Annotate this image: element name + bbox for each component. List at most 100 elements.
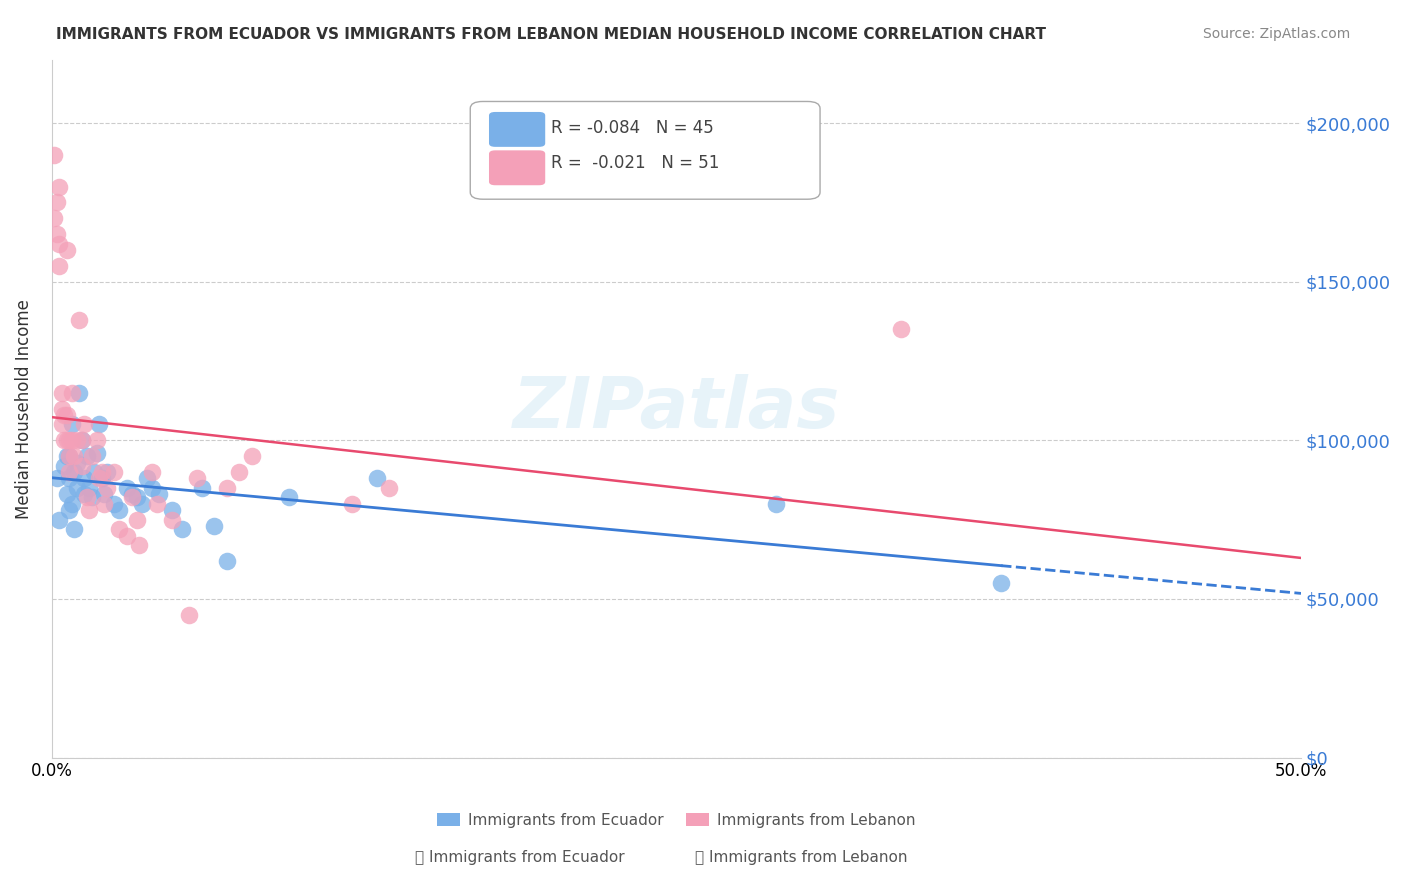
Point: [73, 487, 96, 501]
Point: [83, 465, 105, 479]
Point: [58, 434, 80, 448]
Point: [66, 456, 89, 470]
Point: [160, 513, 183, 527]
Point: [890, 322, 912, 336]
Point: [145, 497, 167, 511]
Point: [48, 513, 70, 527]
Point: [115, 481, 138, 495]
FancyBboxPatch shape: [489, 112, 546, 147]
Point: [53, 458, 76, 473]
Text: ZIPatlas: ZIPatlas: [513, 374, 839, 443]
Point: [93, 497, 115, 511]
Text: R =  -0.021   N = 51: R = -0.021 N = 51: [551, 154, 720, 172]
Point: [45, 227, 67, 241]
Point: [215, 481, 238, 495]
Y-axis label: Median Household Income: Median Household Income: [15, 299, 32, 518]
Point: [141, 465, 163, 479]
Text: R = -0.084   N = 45: R = -0.084 N = 45: [551, 119, 714, 137]
Point: [44, 148, 66, 162]
Point: [93, 487, 115, 501]
Point: [121, 491, 143, 505]
Point: [63, 449, 86, 463]
Point: [60, 385, 83, 400]
Point: [186, 471, 208, 485]
Point: [108, 503, 131, 517]
Point: [45, 471, 67, 485]
Point: [58, 503, 80, 517]
Point: [179, 607, 201, 622]
Point: [60, 434, 83, 448]
Point: [228, 465, 250, 479]
Point: [215, 554, 238, 568]
Point: [366, 471, 388, 485]
Point: [990, 576, 1012, 591]
Point: [89, 471, 111, 485]
FancyBboxPatch shape: [470, 102, 820, 199]
Point: [48, 236, 70, 251]
Point: [125, 513, 148, 527]
Text: ⬜ Immigrants from Ecuador: ⬜ Immigrants from Ecuador: [415, 850, 626, 865]
Point: [115, 528, 138, 542]
Point: [55, 243, 77, 257]
Point: [55, 434, 77, 448]
Point: [240, 449, 263, 463]
Point: [58, 465, 80, 479]
Point: [58, 449, 80, 463]
Point: [135, 471, 157, 485]
Point: [73, 417, 96, 432]
Point: [70, 458, 93, 473]
Point: [86, 434, 108, 448]
Point: [340, 497, 363, 511]
Point: [58, 449, 80, 463]
Point: [202, 519, 225, 533]
Point: [378, 481, 401, 495]
Point: [60, 497, 83, 511]
Point: [76, 491, 98, 505]
Point: [90, 471, 112, 485]
Point: [70, 434, 93, 448]
Point: [148, 487, 170, 501]
Point: [51, 385, 73, 400]
Point: [80, 491, 103, 505]
Point: [48, 179, 70, 194]
Point: [63, 522, 86, 536]
Point: [125, 491, 148, 505]
Point: [96, 481, 118, 495]
Point: [66, 434, 89, 448]
Point: [278, 491, 301, 505]
Point: [67, 385, 90, 400]
Point: [77, 503, 100, 517]
Point: [53, 434, 76, 448]
Point: [70, 434, 93, 448]
Point: [77, 481, 100, 495]
Point: [53, 408, 76, 422]
Point: [45, 195, 67, 210]
Point: [51, 417, 73, 432]
Point: [96, 465, 118, 479]
Point: [103, 497, 125, 511]
Point: [67, 312, 90, 326]
Point: [765, 497, 787, 511]
Point: [170, 522, 193, 536]
Text: Source: ZipAtlas.com: Source: ZipAtlas.com: [1202, 27, 1350, 41]
Point: [73, 471, 96, 485]
Point: [190, 481, 212, 495]
Point: [160, 503, 183, 517]
Point: [55, 408, 77, 422]
Point: [86, 446, 108, 460]
Text: IMMIGRANTS FROM ECUADOR VS IMMIGRANTS FROM LEBANON MEDIAN HOUSEHOLD INCOME CORRE: IMMIGRANTS FROM ECUADOR VS IMMIGRANTS FR…: [56, 27, 1046, 42]
Point: [103, 465, 125, 479]
Point: [141, 481, 163, 495]
Point: [48, 259, 70, 273]
Point: [58, 471, 80, 485]
Point: [108, 522, 131, 536]
Point: [128, 538, 150, 552]
Point: [66, 481, 89, 495]
FancyBboxPatch shape: [489, 151, 546, 186]
Point: [63, 465, 86, 479]
Point: [90, 465, 112, 479]
Point: [121, 487, 143, 501]
Point: [51, 401, 73, 416]
Text: ⬜ Immigrants from Lebanon: ⬜ Immigrants from Lebanon: [695, 850, 908, 865]
Point: [44, 211, 66, 226]
